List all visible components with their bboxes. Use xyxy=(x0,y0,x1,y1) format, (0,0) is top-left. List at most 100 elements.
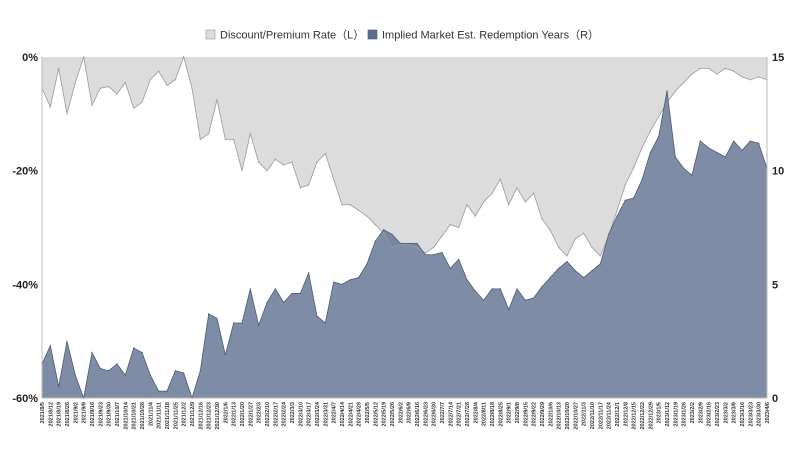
x-tick-label: 2022/8/4 xyxy=(473,401,479,423)
x-tick-label: 2022/5/5 xyxy=(365,402,371,423)
discount-premium-point xyxy=(433,246,435,248)
y-left-tick-label: -60% xyxy=(12,393,38,405)
x-tick-label: 2021/9/23 xyxy=(98,402,104,426)
x-tick-label: 2022/4/28 xyxy=(357,402,363,426)
y-left-tick-label: -40% xyxy=(12,279,38,291)
discount-premium-point xyxy=(541,218,543,220)
x-tick-label: 2021/12/16 xyxy=(198,402,204,430)
redemption-years-point xyxy=(424,254,426,256)
discount-premium-point xyxy=(466,204,468,206)
redemption-years-point xyxy=(241,322,243,324)
x-tick-label: 2022/7/21 xyxy=(457,402,463,426)
redemption-years-point xyxy=(158,390,160,392)
redemption-years-point xyxy=(699,140,701,142)
discount-premium-point xyxy=(566,255,568,257)
x-tick-label: 2022/11/3 xyxy=(582,402,588,426)
redemption-years-point xyxy=(708,147,710,149)
discount-premium-point xyxy=(199,138,201,141)
discount-premium-point xyxy=(316,161,318,163)
discount-premium-point xyxy=(116,93,118,95)
redemption-years-point xyxy=(324,322,326,324)
x-tick-label: 2022/9/8 xyxy=(515,402,521,423)
x-tick-label: 2022/9/29 xyxy=(540,402,546,426)
discount-premium-point xyxy=(133,107,135,109)
discount-premium-point xyxy=(749,79,751,81)
redemption-years-point xyxy=(591,270,593,272)
discount-premium-point xyxy=(499,178,501,180)
redemption-years-point xyxy=(133,347,135,349)
redemption-years-point xyxy=(116,363,118,365)
discount-premium-point xyxy=(149,79,151,81)
x-tick-label: 2021/12/9 xyxy=(190,402,196,426)
redemption-years-point xyxy=(524,299,526,301)
discount-premium-point xyxy=(108,85,110,88)
x-tick-label: 2021/8/19 xyxy=(57,402,63,426)
redemption-years-point xyxy=(608,233,610,235)
redemption-years-point xyxy=(291,292,293,295)
x-tick-label: 2021/10/28 xyxy=(140,402,146,430)
x-tick-label: 2023/3/9 xyxy=(732,402,738,423)
discount-premium-point xyxy=(591,246,593,248)
legend-swatch xyxy=(367,29,378,40)
redemption-years-point xyxy=(483,299,485,301)
x-tick-label: 2022/6/9 xyxy=(407,402,413,423)
legend-label: Implied Market Est. Redemption Years（R） xyxy=(382,29,599,42)
x-tick-label: 2022/7/28 xyxy=(465,402,471,426)
discount-premium-point xyxy=(299,187,301,189)
redemption-years-point xyxy=(683,167,685,169)
x-axis: 2021/8/5 2021/8/12 2021/8/19 2021/8/26 2021/… xyxy=(40,397,771,430)
x-tick-label: 2022/7/14 xyxy=(448,401,454,426)
redemption-years-point xyxy=(66,340,68,342)
redemption-years-point xyxy=(508,308,510,310)
discount-premium-point xyxy=(374,224,376,226)
x-tick-label: 2022/6/16 xyxy=(415,402,421,426)
redemption-years-point xyxy=(574,270,576,272)
redemption-years-point xyxy=(266,301,268,304)
redemption-years-point xyxy=(741,149,743,151)
x-tick-label: 2022/3/10 xyxy=(298,402,304,426)
redemption-years-point xyxy=(374,240,376,242)
discount-premium-point xyxy=(141,101,143,104)
x-tick-label: 2021/12/23 xyxy=(207,402,213,430)
discount-premium-point xyxy=(724,67,726,69)
x-tick-label: 2023/2/2 xyxy=(690,402,696,423)
discount-premium-point xyxy=(508,204,510,206)
x-tick-label: 2022/10/6 xyxy=(548,402,554,426)
discount-premium-point xyxy=(383,232,385,234)
redemption-years-point xyxy=(183,372,185,374)
redemption-years-point xyxy=(358,276,360,279)
redemption-years-point xyxy=(441,251,443,254)
discount-premium-point xyxy=(99,87,101,89)
discount-premium-line xyxy=(41,55,768,257)
redemption-years-point xyxy=(99,367,101,370)
redemption-years-point xyxy=(674,156,676,158)
x-tick-label: 2022/6/30 xyxy=(432,402,438,426)
x-tick-label: 2022/3/24 xyxy=(315,401,321,426)
redemption-years-point xyxy=(733,140,735,142)
redemption-years-point xyxy=(633,197,635,199)
redemption-years-point xyxy=(691,174,693,176)
discount-premium-point xyxy=(258,161,260,163)
redemption-years-point xyxy=(58,386,60,388)
discount-premium-point xyxy=(424,252,426,254)
x-tick-label: 2022/1/13 xyxy=(232,402,238,426)
discount-premium-point xyxy=(266,170,268,172)
x-tick-label: 2023/1/5 xyxy=(657,402,663,423)
plot-area xyxy=(41,55,768,400)
redemption-years-point xyxy=(233,322,235,324)
discount-premium-point xyxy=(524,201,526,203)
redemption-years-point xyxy=(249,288,251,290)
discount-premium-point xyxy=(358,209,360,212)
x-tick-label: 2022/2/3 xyxy=(257,402,263,423)
discount-premium-point xyxy=(658,116,660,118)
redemption-years-point xyxy=(299,292,301,295)
x-tick-label: 2023/2/9 xyxy=(698,402,704,423)
discount-premium-point xyxy=(574,238,576,240)
redemption-years-point xyxy=(408,242,410,245)
discount-premium-point xyxy=(741,76,743,78)
discount-premium-point xyxy=(624,184,626,186)
x-tick-label: 2022/8/11 xyxy=(482,402,488,426)
discount-premium-point xyxy=(708,67,710,69)
discount-premium-point xyxy=(516,187,518,189)
x-tick-label: 2021/11/11 xyxy=(157,402,163,429)
